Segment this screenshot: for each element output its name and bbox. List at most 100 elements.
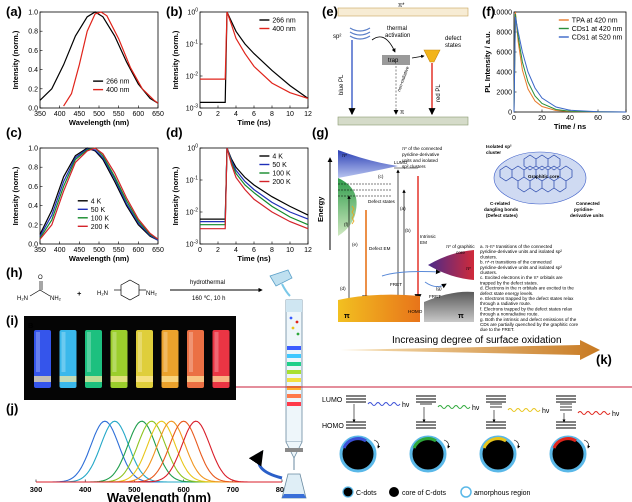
legend-label-b-0: 266 nm [272,18,296,25]
lumo-label-k: LUMO [322,397,343,404]
g-note-line: defect state energy levels. [480,291,533,296]
y-tick-label-a: 1.0 [28,10,38,17]
vial-band [187,376,204,382]
core-label: core [491,452,505,459]
thermal-label-2: activation [385,33,410,39]
legend-label-a-0: 266 nm [106,79,130,86]
thermal-arrow [371,36,396,53]
core-label: core [351,452,365,459]
pistar-conn-band [338,150,398,178]
pi-band-g [338,294,420,322]
vials-row [34,330,230,388]
graphitic-core-band [428,250,474,280]
legend-label-f-0: TPA at 420 nm [572,18,618,25]
benzene-ring [120,279,140,301]
vial-glare [189,332,193,372]
defect-band [338,178,357,236]
vial-glare [214,332,219,372]
conditions-label: 160 ℃, 10 h [192,296,225,302]
series-line-c-0 [39,147,159,241]
y-tick-label-a: 0.8 [28,29,38,36]
defect-states-label-g: Defect states [368,199,396,204]
homo-label-g: HOMO [408,309,423,314]
ppd-nh2: NH₂ [146,291,158,297]
legend-amorph: amorphous region [474,490,531,497]
y-tick-label-b: 100 [187,8,198,17]
y-tick-label-c: 1.0 [28,146,38,153]
vial-glare [138,332,142,372]
panel-label-h: (h) [6,265,23,280]
vial-band [110,376,128,382]
y-tick-label-c: 0.6 [28,184,38,191]
g-note-line: pyridine-derivative units and isolated s… [480,265,562,270]
x-tick-label-c: 500 [93,247,105,254]
x-tick-label-c: 350 [34,247,46,254]
legend-core: core of C-dots [402,490,446,497]
legend-label-c-3: 200 K [91,224,110,231]
trap-box [382,55,410,65]
y-tick-label-f: 10000 [493,10,513,17]
core-cluster [493,151,587,205]
vial [110,330,128,388]
cdot-core-circle [479,435,517,473]
vial [187,330,204,388]
x-tick-label-j: 500 [128,485,141,494]
legend-label-c-2: 100 K [91,215,110,222]
vial-glare [112,332,117,372]
g-note-line: e. Electrons trapped by the defect state… [480,296,574,301]
chart-a: 350 400 450 500 550 600 650 0.0 0.2 0.4 0.6 0.8 1.0 W… [11,10,164,128]
x-tick-label-b: 12 [304,111,312,118]
graphitic-core-illustration: Graphitic core Isolated sp² cluster C-re… [484,144,604,218]
g-note-line: clusters. [480,270,497,275]
b-label: (b) [405,228,411,233]
pistar-conn-1: π* of the connected [402,146,443,151]
f-label: (f) [344,222,349,227]
legend-label-f-2: CDs1 at 520 nm [572,35,623,42]
urea-nh2: NH₂ [50,296,62,302]
hv-label: hν [472,405,480,412]
pointer-arrow [583,439,591,449]
g-label: (g) [436,286,442,291]
g-note-line: g. Both the intrinsic and defect emissio… [480,317,577,322]
core-label: core [561,452,575,459]
panel-label-j: (j) [6,401,18,416]
y-tick-label-f: 0 [508,110,512,117]
k-legend: C-dots core of C-dots amorphous region [342,486,531,498]
e-label: (e) [352,242,358,247]
f-wavy-arrow [351,205,355,225]
g-note-line: due to the FRET. [480,327,514,332]
x-tick-label-j: 700 [227,485,240,494]
x-axis-label-c: Wavelength (nm) [69,254,130,263]
y-tick-label-b: 10-3 [186,104,198,113]
x-tick-label-d: 12 [304,247,312,254]
y-tick-label-a: 0.2 [28,86,38,93]
series-line-d-3 [200,147,309,230]
series-line-j-3 [36,420,282,483]
hydrothermal-label: hydrothermal [190,280,225,286]
series-line-c-2 [39,147,159,240]
lumo-label-g: LUMO [394,160,408,165]
x-axis-label-a: Wavelength (nm) [69,118,130,127]
x-tick-label-d: 8 [270,247,274,254]
chart-c: 350 400 450 500 550 600 650 0.0 0.2 0.4 0.6 0.8 1.0 W… [11,146,164,264]
g-note-line: through a radiative route. [480,301,531,306]
fret-arrow-2 [424,281,447,289]
defect-em-label: Defect EM [369,246,391,251]
series-line-j-7 [36,420,282,483]
chart-j: 300 400 500 600 700 800 Wavelength (nm) [30,420,289,502]
connected-label-2: pyridine- [574,207,594,212]
crel-label-1: C-related [490,201,510,206]
urea-structure [29,281,51,297]
series-line-c-1 [39,148,159,241]
pointer-arrow [373,439,381,449]
x-tick-label-j: 800 [276,485,289,494]
emission-wave [367,402,401,406]
x-tick-label-c: 600 [132,247,144,254]
y-axis-label-b: Intensity (norm.) [171,30,180,89]
x-tick-label-j: 400 [79,485,92,494]
x-axis-label-b: Time (ns) [237,118,271,127]
oxidation-ring [342,437,367,449]
intrinsic-em-label-1: Intrinsic [420,234,437,239]
oxidation-ring [482,437,507,449]
panel-i-vials-photo: B [24,316,236,400]
